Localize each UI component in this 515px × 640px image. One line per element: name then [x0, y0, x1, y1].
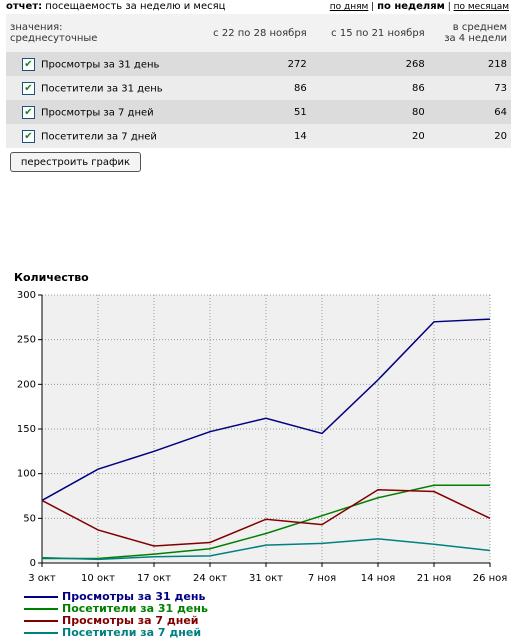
cell-text: 20 [411, 130, 425, 142]
cell-text: 20 [494, 130, 507, 142]
report-label: отчет: [6, 1, 43, 12]
cell-text: 86 [411, 82, 425, 94]
legend-label: Посетители за 31 день [62, 602, 208, 615]
cell-label: ✔ Просмотры за 7 дней [6, 100, 193, 124]
series-line [41, 488, 491, 547]
x-tick-label: 31 окт [249, 573, 283, 584]
y-tick-label: 250 [17, 335, 36, 346]
series-line [42, 484, 490, 560]
legend-label: Просмотры за 31 день [62, 590, 205, 603]
cell-value: 86 [192, 76, 311, 100]
chart: Количество 3 окт 10 окт 17 окт 24 окт 31 окт… [14, 271, 508, 639]
column-header: с 15 по 21 ноября [310, 14, 429, 52]
cell-text: Посетители за 31 день [41, 83, 163, 94]
cell-label: ✔ Просмотры за 31 день [6, 52, 193, 76]
cell-value: 86 [310, 76, 429, 100]
checkbox[interactable]: ✔ [22, 129, 35, 143]
x-tick-label: 24 окт [193, 573, 227, 584]
cell-text: Просмотры за 31 день [41, 59, 160, 70]
cell-text: 218 [487, 58, 507, 70]
cell-text: 86 [293, 82, 307, 94]
checkbox[interactable]: ✔ [22, 81, 35, 95]
y-tick-label: 200 [17, 379, 36, 390]
column-header: в среднем за 4 недели [428, 14, 511, 52]
report-title: посещаемость за неделю и месяц [45, 1, 226, 12]
table-row: ✔ Посетители за 31 день 86 86 73 [6, 76, 511, 100]
cell-text: 272 [287, 58, 307, 70]
y-tick-label: 300 [17, 290, 36, 301]
table-row: ✔ Просмотры за 7 дней 51 80 64 [6, 100, 511, 124]
y-axis-title: Количество [14, 271, 89, 284]
cell-label: ✔ Посетители за 31 день [6, 76, 193, 100]
x-tick-label: 10 окт [81, 573, 115, 584]
table-row: ✔ Посетители за 7 дней 14 20 20 [6, 124, 511, 148]
cell-value: 14 [192, 124, 311, 148]
cell-text: 51 [293, 106, 307, 118]
cell-text: 14 [293, 130, 307, 142]
cell-value: 51 [192, 100, 311, 124]
cell-value: 272 [192, 52, 311, 76]
y-tick-label: 100 [17, 469, 36, 480]
x-tick-label: 7 ноя [308, 573, 336, 584]
cell-text: Просмотры за 7 дней [41, 107, 154, 118]
table-row: ✔ Просмотры за 31 день 272 268 218 [6, 52, 511, 76]
report-header: отчет: посещаемость за неделю и месяц по… [6, 1, 511, 13]
rebuild-button[interactable]: перестроить график [10, 152, 141, 172]
cell-value: 73 [428, 76, 511, 100]
separator: | [371, 2, 375, 12]
x-tick-label: 14 ноя [361, 573, 396, 584]
series-line [41, 538, 491, 561]
link-days[interactable]: по дням [329, 2, 369, 12]
separator: | [447, 2, 451, 12]
cell-value: 20 [310, 124, 429, 148]
cell-value: 268 [310, 52, 429, 76]
cell-text: Посетители за 7 дней [41, 131, 157, 142]
link-weeks[interactable]: по неделям [377, 1, 445, 12]
checkbox[interactable]: ✔ [22, 105, 35, 119]
legend-label: Просмотры за 7 дней [62, 614, 199, 627]
cell-value: 64 [428, 100, 511, 124]
legend-label: Посетители за 7 дней [62, 626, 201, 639]
period-links: по дням | по неделям | по месяцам [330, 1, 509, 12]
stats-table: значения: среднесуточные с 22 по 28 ноябр… [6, 14, 511, 148]
link-months[interactable]: по месяцам [453, 2, 509, 12]
series-line [41, 318, 491, 502]
x-tick-label: 17 окт [137, 573, 171, 584]
cell-text: 80 [411, 106, 425, 118]
y-tick-label: 50 [23, 513, 36, 524]
cell-text: 64 [494, 106, 507, 118]
cell-label: ✔ Посетители за 7 дней [6, 124, 193, 148]
column-header: значения: среднесуточные [6, 14, 193, 52]
y-tick-label: 150 [17, 424, 36, 435]
cell-value: 218 [428, 52, 511, 76]
y-tick-label: 0 [30, 558, 36, 569]
plot-area [42, 295, 490, 563]
cell-text: 73 [494, 82, 507, 94]
cell-value: 20 [428, 124, 511, 148]
column-header: с 22 по 28 ноября [192, 14, 311, 52]
x-tick-label: 21 ноя [417, 573, 452, 584]
checkbox[interactable]: ✔ [22, 57, 35, 71]
cell-text: 268 [405, 58, 425, 70]
x-tick-label: 26 ноя [473, 573, 508, 584]
x-tick-label: 3 окт [28, 573, 56, 584]
cell-value: 80 [310, 100, 429, 124]
